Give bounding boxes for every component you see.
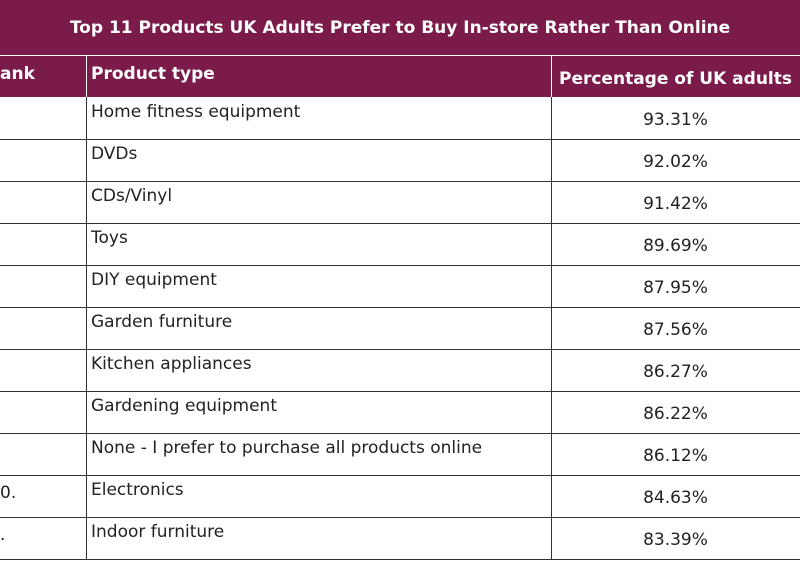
product-cell: DIY equipment bbox=[91, 270, 217, 290]
percentage-cell: 87.95% bbox=[643, 278, 708, 298]
row-border bbox=[0, 433, 800, 434]
percentage-cell: 92.02% bbox=[643, 152, 708, 172]
row-border bbox=[0, 265, 800, 266]
percentage-cell: 83.39% bbox=[643, 530, 708, 550]
rank-cell: 0. bbox=[0, 483, 17, 503]
row-border bbox=[0, 223, 800, 224]
product-cell: Indoor furniture bbox=[91, 522, 225, 542]
header-row bbox=[0, 56, 800, 97]
product-cell: Gardening equipment bbox=[91, 396, 277, 416]
percentage-cell: 86.27% bbox=[643, 362, 708, 382]
column-border bbox=[86, 97, 87, 559]
table-title: Top 11 Products UK Adults Prefer to Buy … bbox=[0, 0, 800, 55]
header-divider bbox=[551, 56, 552, 97]
product-cell: None - I prefer to purchase all products… bbox=[91, 438, 483, 458]
percentage-cell: 91.42% bbox=[643, 194, 708, 214]
row-border bbox=[0, 517, 800, 518]
rank-cell: . bbox=[0, 525, 6, 545]
column-header: ank bbox=[0, 64, 35, 84]
product-cell: Kitchen appliances bbox=[91, 354, 252, 374]
product-cell: Garden furniture bbox=[91, 312, 233, 332]
percentage-cell: 86.22% bbox=[643, 404, 708, 424]
column-header: Product type bbox=[91, 64, 215, 84]
row-border bbox=[0, 307, 800, 308]
product-cell: Electronics bbox=[91, 480, 184, 500]
percentage-cell: 89.69% bbox=[643, 236, 708, 256]
row-border bbox=[0, 349, 800, 350]
row-border bbox=[0, 139, 800, 140]
percentage-cell: 93.31% bbox=[643, 110, 708, 130]
product-cell: CDs/Vinyl bbox=[91, 186, 173, 206]
header-divider bbox=[86, 56, 87, 97]
product-cell: DVDs bbox=[91, 144, 138, 164]
row-border bbox=[0, 475, 800, 476]
product-cell: Toys bbox=[91, 228, 128, 248]
row-border bbox=[0, 559, 800, 560]
percentage-cell: 84.63% bbox=[643, 488, 708, 508]
product-cell: Home fitness equipment bbox=[91, 102, 301, 122]
row-border bbox=[0, 181, 800, 182]
column-border bbox=[551, 97, 552, 559]
row-border bbox=[0, 391, 800, 392]
percentage-cell: 87.56% bbox=[643, 320, 708, 340]
column-header: Percentage of UK adults bbox=[558, 69, 792, 89]
percentage-cell: 86.12% bbox=[643, 446, 708, 466]
